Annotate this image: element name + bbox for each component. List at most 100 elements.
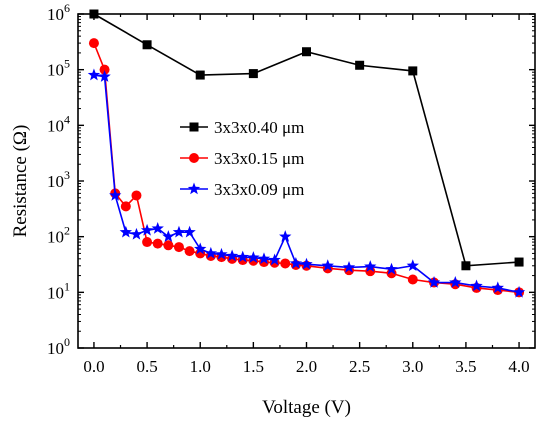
y-tick-base: 10 [47,283,64,302]
data-point [98,70,111,82]
data-point [163,240,174,251]
x-axis-title: Voltage (V) [262,397,351,418]
y-tick-label: 105 [47,57,70,80]
data-point [142,40,152,50]
legend-label: 3x3x0.15 μm [214,149,304,168]
legend-label: 3x3x0.09 μm [214,180,304,199]
data-point [321,259,334,272]
legend-label: 3x3x0.40 μm [214,118,304,137]
data-point [407,274,418,285]
data-point [151,222,164,234]
data-point [152,238,163,249]
legend-entry: 3x3x0.40 μm [180,118,304,137]
y-tick-exponent: 1 [64,279,70,293]
y-tick-label: 102 [47,224,70,247]
data-point [279,230,292,242]
data-point [257,252,271,265]
data-point [162,230,175,242]
data-point [289,256,303,269]
data-point [427,276,441,288]
y-axis-title: Resistance (Ω) [10,125,31,238]
plot-frame [77,13,536,349]
data-point [461,261,471,271]
data-point [470,279,483,292]
data-point [184,246,195,257]
data-point [131,190,142,201]
x-tick-label: 0.5 [136,357,157,376]
legend-entry: 3x3x0.09 μm [180,180,304,199]
data-point [172,225,186,238]
data-point [173,242,184,253]
data-point [120,201,131,212]
data-point [225,249,239,262]
y-tick-exponent: 5 [64,57,70,71]
data-point [236,250,249,263]
data-point [215,247,228,260]
y-tick-label: 106 [47,1,70,24]
y-tick-exponent: 0 [64,335,70,349]
data-point [87,68,101,81]
data-point [449,276,462,288]
data-point [408,66,418,76]
y-tick-exponent: 4 [64,112,70,126]
data-point [247,251,260,263]
x-tick-label: 1.5 [243,357,264,376]
x-tick-label: 3.0 [402,357,423,376]
data-point [194,242,207,255]
data-point [109,188,122,201]
data-point [514,257,524,267]
legend-marker [189,122,199,132]
data-point [280,258,291,269]
data-point [195,70,205,80]
data-point [406,259,419,272]
y-tick-base: 10 [47,116,64,135]
axes-frame [77,13,536,349]
legend-entry: 3x3x0.15 μm [180,149,304,168]
x-tick-label: 3.5 [455,357,476,376]
plot-layer [87,9,526,298]
y-tick-exponent: 6 [64,1,70,15]
legend-marker [187,182,201,195]
y-tick-exponent: 2 [64,224,70,238]
data-point [364,260,377,272]
x-tick-label: 4.0 [508,357,529,376]
y-tick-label: 100 [47,335,70,358]
data-point [342,260,356,273]
series-0 [89,9,524,271]
data-point [512,285,526,298]
y-tick-base: 10 [47,61,64,80]
data-point [99,64,110,75]
data-point [491,281,504,294]
y-tick-label: 103 [47,168,70,191]
y-tick-exponent: 3 [64,168,70,182]
series-2 [87,68,526,298]
data-point [204,246,218,259]
y-tick-label: 104 [47,112,70,135]
y-tick-base: 10 [47,5,64,24]
x-tick-label: 1.0 [190,357,211,376]
data-point [385,262,398,275]
x-tick-label: 2.5 [349,357,370,376]
data-point [268,253,281,266]
data-point [130,227,143,240]
x-tick-label: 0.0 [83,357,104,376]
series-line [93,42,520,294]
data-point [302,47,311,57]
data-point [183,225,196,238]
data-point [119,225,133,238]
data-point [88,38,99,49]
x-tick-label: 2.0 [296,357,317,376]
y-tick-base: 10 [47,172,64,191]
data-point [142,237,153,248]
data-point [300,257,313,270]
y-tick-label: 101 [47,279,70,302]
y-tick-base: 10 [47,228,64,247]
data-point [140,223,154,236]
data-point [355,60,365,70]
legend-marker [189,153,199,163]
legend: 3x3x0.40 μm 3x3x0.15 μm 3x3x0.09 μm [180,118,304,199]
data-point [248,69,258,79]
y-tick-base: 10 [47,339,64,358]
axis-ticks: 0.0 0.5 1.0 1.5 2.0 2.5 3.0 3.5 4.01001011021031… [47,1,535,376]
